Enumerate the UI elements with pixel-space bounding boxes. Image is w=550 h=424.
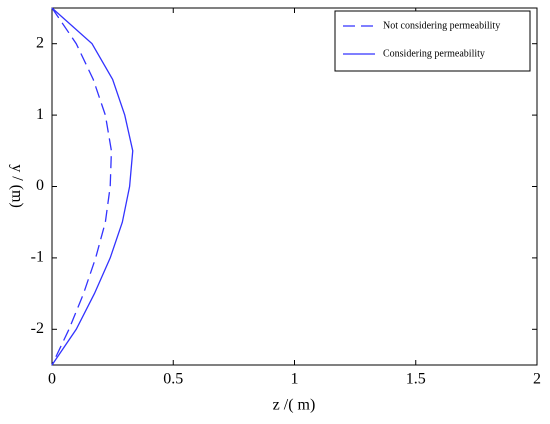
curve — [51, 7, 134, 366]
y-tick-label: -2 — [31, 320, 44, 337]
x-tick-label: 0 — [48, 371, 56, 388]
x-axis-label: z /( m) — [273, 397, 316, 414]
x-tick-label: 1.5 — [406, 371, 426, 388]
y-tick-label: 1 — [36, 106, 44, 123]
y-axis-label: y / (m) — [8, 164, 25, 208]
y-tick-label: -1 — [31, 249, 44, 266]
legend-label: Not considering permeability — [383, 20, 500, 31]
x-tick-label: 0.5 — [163, 371, 183, 388]
legend-box — [334, 10, 531, 72]
x-tick-label: 2 — [533, 371, 541, 388]
x-tick-label: 1 — [291, 371, 299, 388]
curve — [51, 7, 113, 366]
y-tick-label: 0 — [36, 177, 44, 194]
y-tick-label: 2 — [36, 34, 44, 51]
legend-label: Considering permeability — [383, 48, 485, 59]
